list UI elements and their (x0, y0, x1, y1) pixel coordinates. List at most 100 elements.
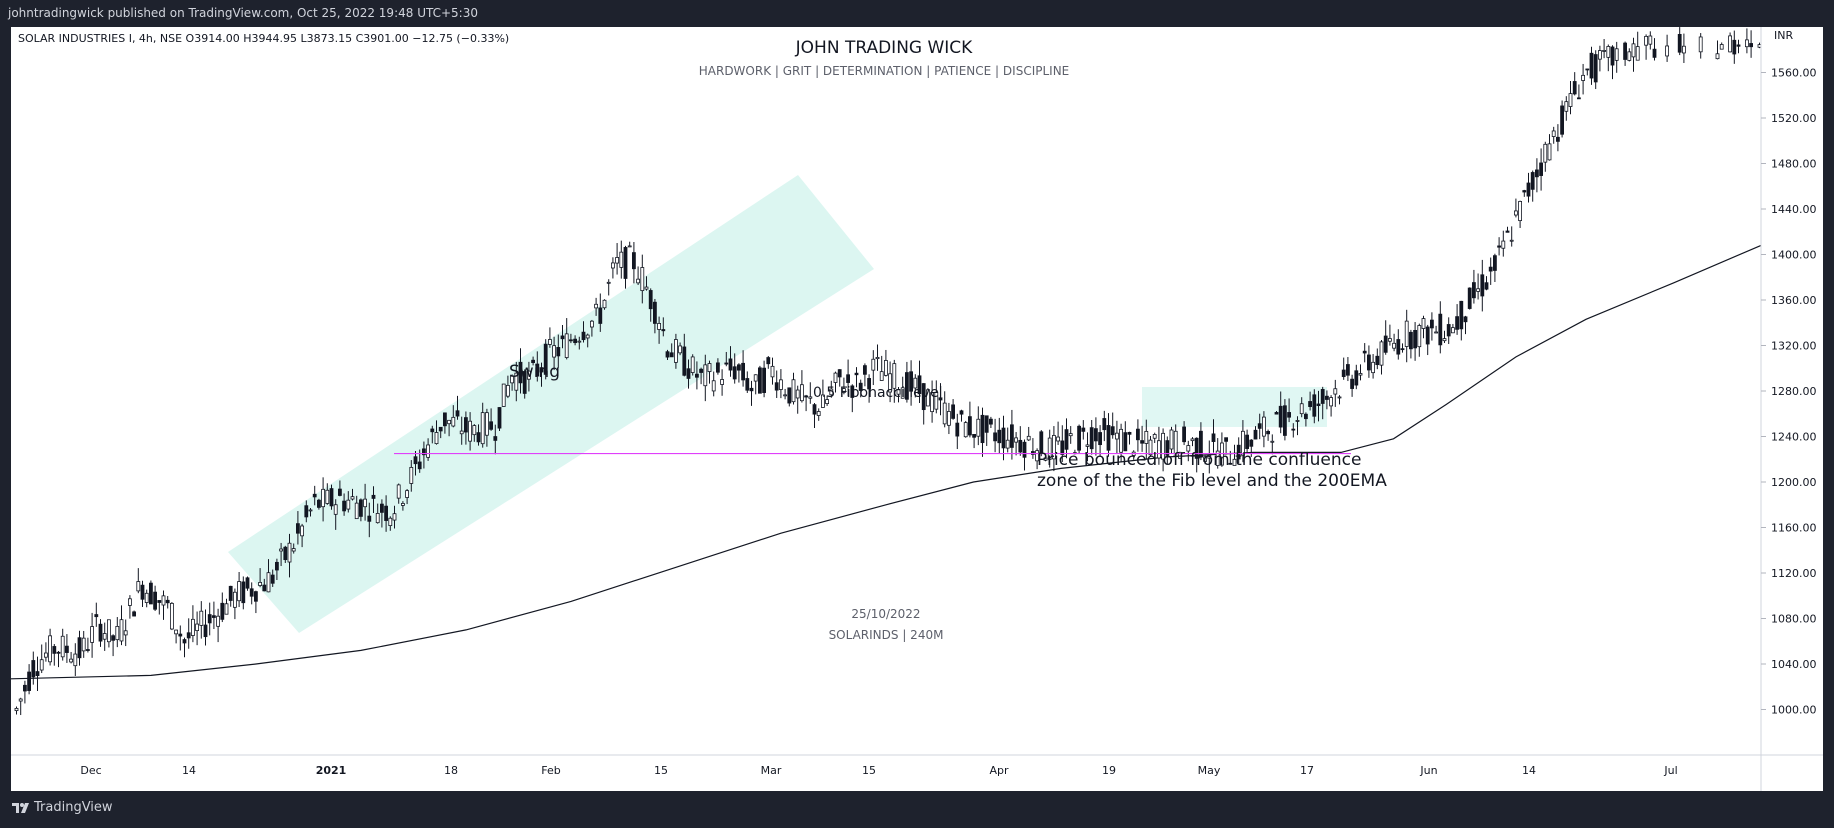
candle-body (1005, 439, 1010, 449)
currency-label: INR (1774, 29, 1793, 42)
candle-body (279, 548, 284, 552)
candle-body (543, 343, 548, 375)
candle-body (459, 430, 464, 435)
candle-body (22, 684, 27, 692)
candle-body (1505, 230, 1510, 233)
candlestick-chart[interactable]: 1000.00 1040.00 1080.00 1120.00 1160.00 1200.… (10, 27, 1823, 791)
candle-body (35, 671, 40, 676)
candle-body (1110, 426, 1115, 436)
candle-body (896, 389, 901, 395)
x-tick-label: Feb (541, 764, 560, 777)
candle-body (1547, 143, 1552, 161)
candle-body (879, 371, 884, 381)
candle-body (115, 626, 120, 641)
candle-body (1144, 430, 1149, 444)
candle-body (577, 340, 582, 343)
candle-body (678, 345, 682, 354)
candle-body (1396, 339, 1401, 355)
publisher-line: johntradingwick published on TradingView… (8, 6, 478, 20)
candle-body (942, 402, 947, 425)
x-tick-label: Dec (80, 764, 101, 777)
candle-body (60, 635, 65, 658)
candle-body (875, 357, 880, 360)
candle-body (27, 671, 32, 691)
candle-body (245, 577, 250, 589)
candle-body (602, 299, 607, 309)
candle-body (884, 360, 888, 376)
candle-body (1270, 440, 1275, 443)
candle-body (1320, 389, 1325, 404)
y-tick-label: 1160.00 (1771, 522, 1817, 535)
candle-body (77, 637, 82, 659)
candle-body (388, 517, 393, 527)
candle-body (90, 626, 94, 643)
candle-body (329, 488, 334, 507)
candle-body (1665, 45, 1669, 57)
candle-body (161, 595, 166, 606)
y-tick-label: 1200.00 (1771, 476, 1817, 489)
candle-body (98, 623, 103, 642)
candle-body (640, 267, 645, 292)
candle-body (1514, 210, 1518, 216)
candle-body (1257, 423, 1262, 429)
candle-body (1635, 46, 1640, 61)
candle-body (905, 372, 909, 400)
candle-body (73, 653, 78, 667)
candle-body (1367, 354, 1371, 371)
candle-body (989, 418, 993, 425)
candle-body (921, 383, 926, 411)
candle-body (808, 396, 813, 399)
candle-body (1648, 35, 1653, 45)
candle-body (1577, 97, 1581, 100)
candle-body (342, 500, 347, 512)
candle-body (237, 581, 242, 602)
chart-area[interactable]: 1000.00 1040.00 1080.00 1120.00 1160.00 1200.… (10, 27, 1823, 791)
x-tick-label: Apr (989, 764, 1009, 777)
candle-body (157, 600, 162, 603)
candle-body (199, 610, 204, 626)
candle-body (1228, 462, 1233, 465)
candle-body (31, 660, 36, 678)
candle-body (1001, 427, 1006, 449)
candle-body (804, 395, 808, 398)
candle-body (18, 698, 23, 702)
candle-body (1425, 326, 1430, 345)
candle-body (169, 602, 174, 630)
y-tick-label: 1040.00 (1771, 658, 1817, 671)
candle-body (350, 496, 355, 500)
candle-body (484, 412, 489, 436)
candle-body (627, 245, 632, 248)
candle-body (1526, 182, 1531, 197)
x-tick-label: Jul (1663, 764, 1677, 777)
candle-body (128, 598, 132, 606)
candle-body (535, 363, 540, 377)
candle-body (1413, 329, 1417, 349)
candle-body (1304, 413, 1308, 420)
candle-body (468, 420, 473, 442)
candle-body (753, 374, 758, 382)
candle-body (1530, 172, 1535, 190)
candle-body (888, 373, 892, 393)
candle-body (102, 633, 107, 640)
x-tick-label: May (1198, 764, 1221, 777)
x-tick-label: 2021 (316, 764, 347, 777)
candle-body (858, 382, 863, 391)
candle-body (1123, 432, 1128, 452)
y-tick-label: 1360.00 (1771, 294, 1817, 307)
candle-body (1031, 451, 1035, 455)
candle-body (375, 512, 380, 524)
candle-body (1539, 162, 1543, 176)
tradingview-logo[interactable]: TradingView (12, 800, 113, 815)
chart-subtitle: HARDWORK | GRIT | DETERMINATION | PATIEN… (699, 64, 1070, 78)
candle-body (854, 372, 859, 376)
candle-body (119, 619, 124, 642)
candle-body (1341, 369, 1346, 377)
candle-body (505, 384, 510, 397)
candle-body (1152, 434, 1157, 439)
candle-body (913, 377, 918, 389)
candle-body (224, 603, 229, 615)
candle-body (623, 247, 628, 279)
candle-body (1358, 373, 1363, 376)
candle-body (1308, 401, 1312, 407)
candle-body (993, 432, 997, 442)
